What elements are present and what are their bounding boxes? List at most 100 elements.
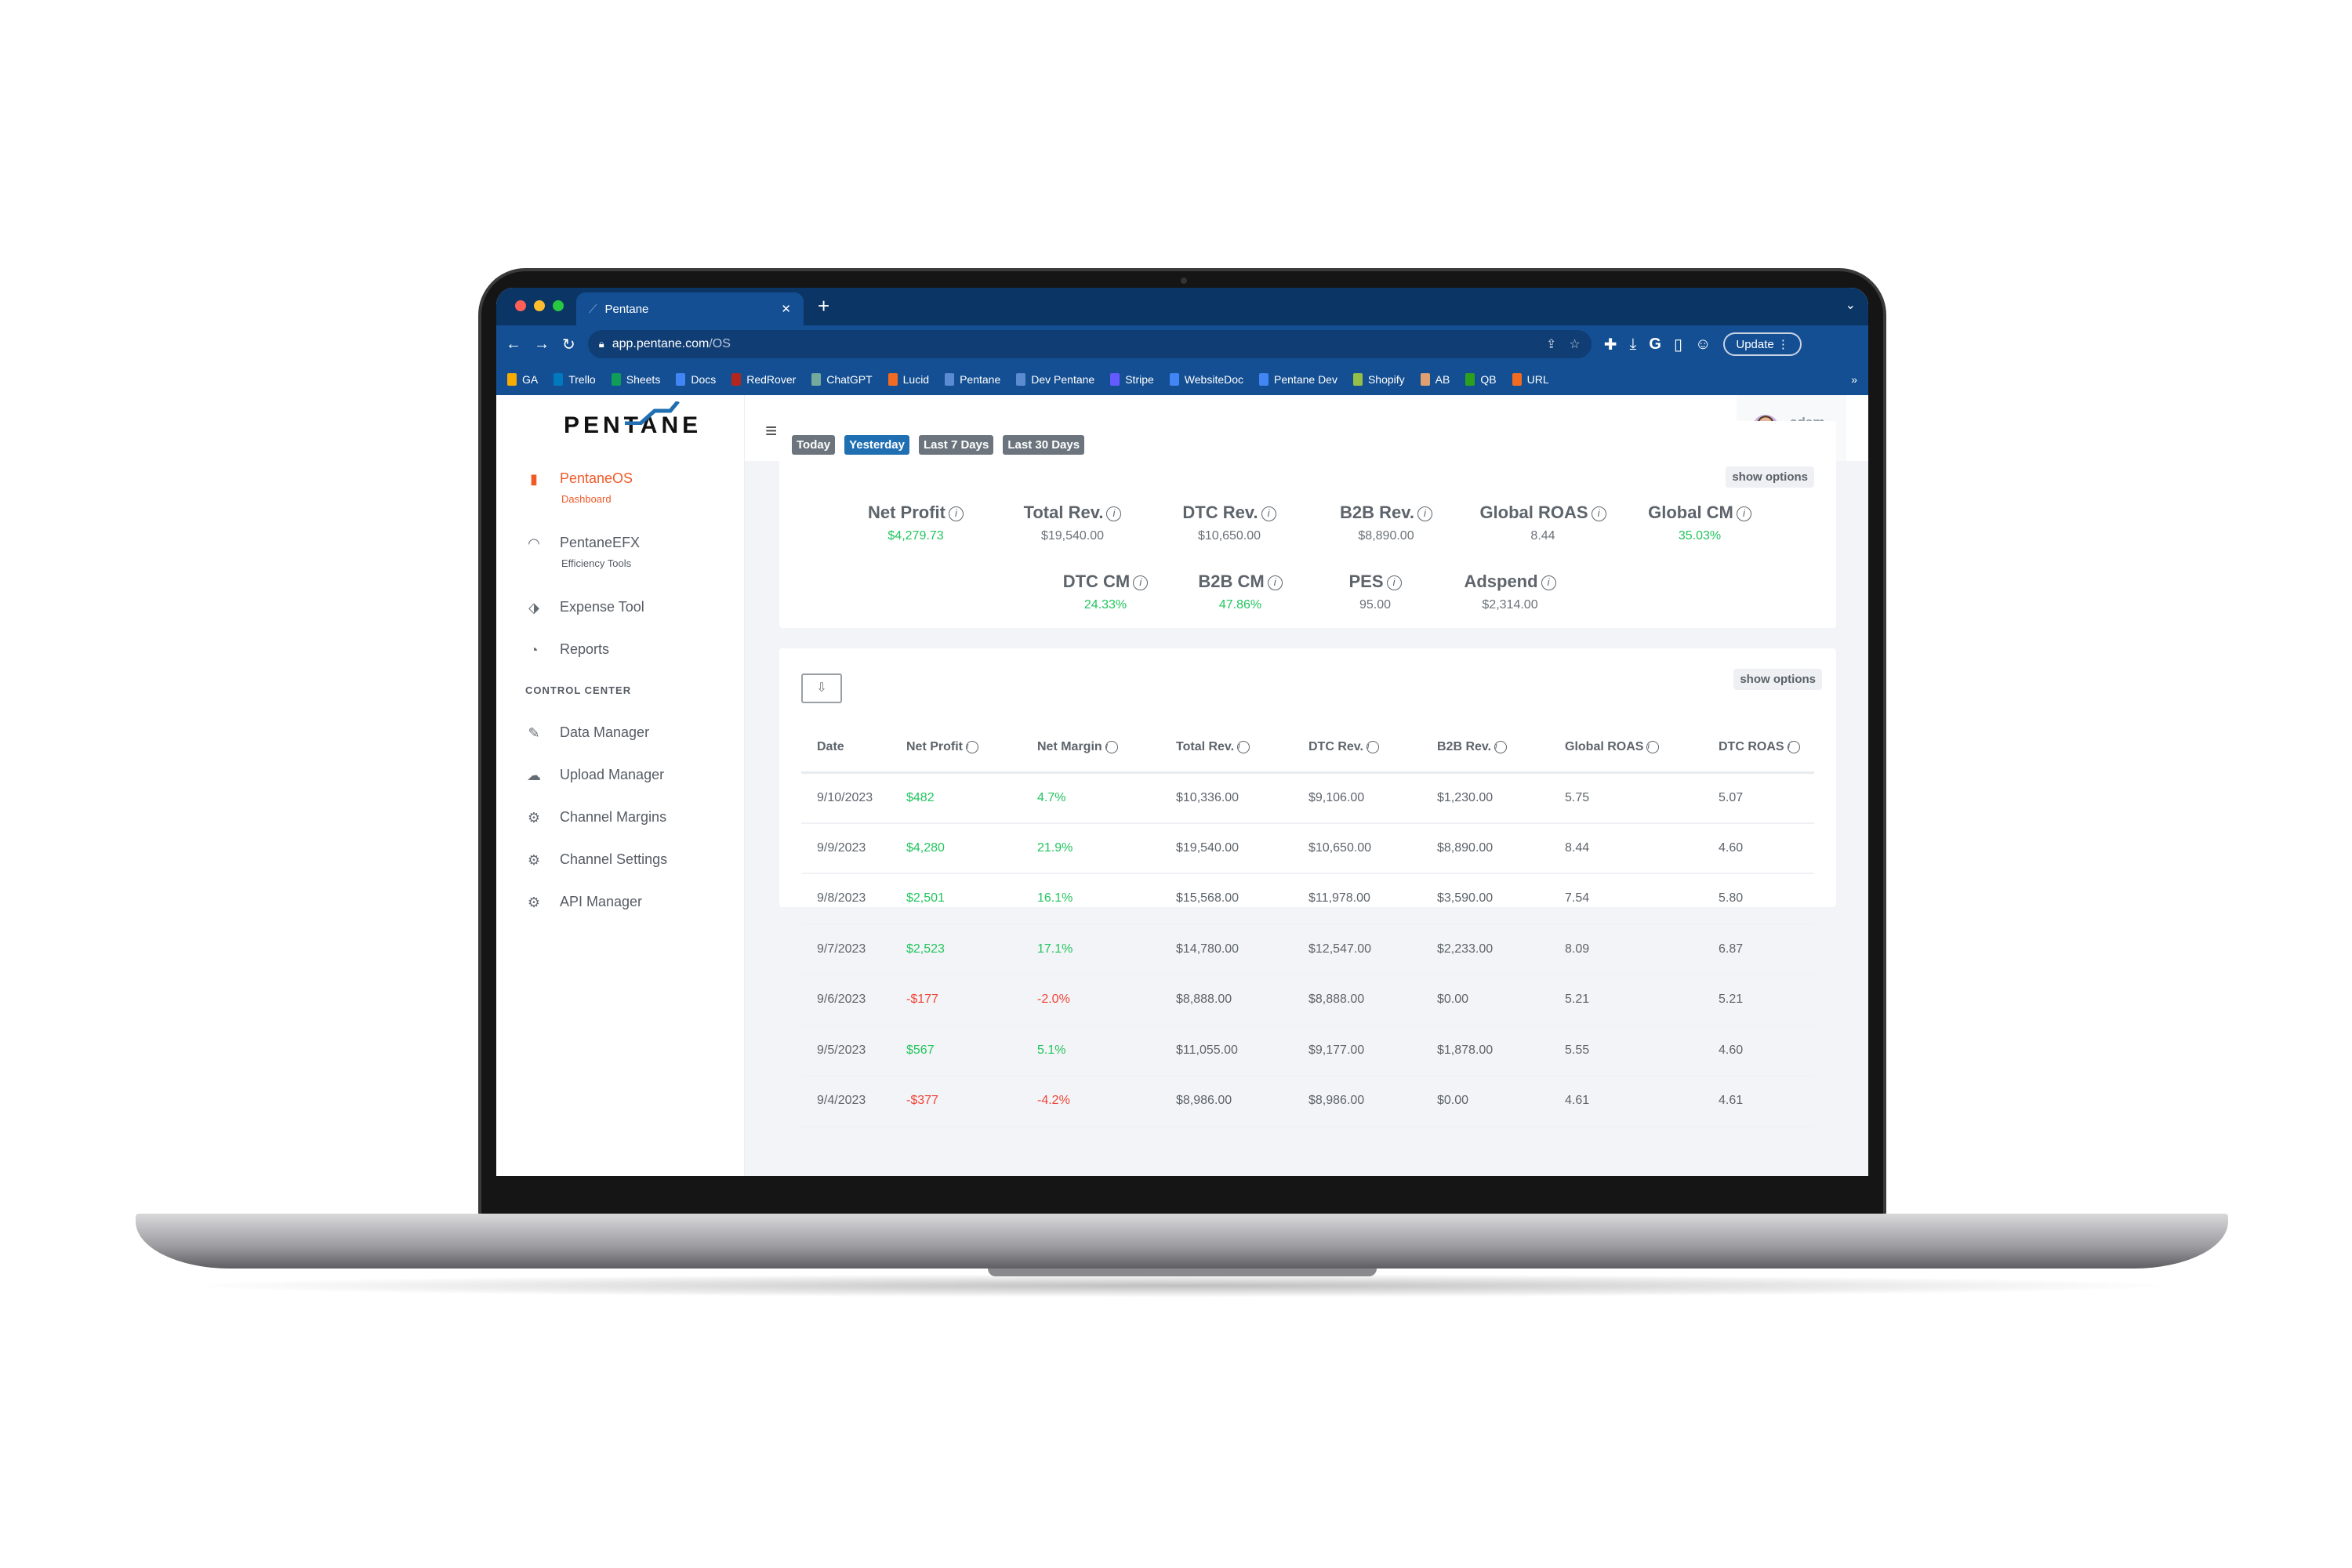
laptop-shadow — [172, 1274, 2191, 1298]
column-header-b2b-rev[interactable]: B2B Rev. i — [1421, 724, 1549, 774]
bookmarks-overflow-icon[interactable]: » — [1851, 372, 1857, 386]
bookmark-pentane-dev[interactable]: Pentane Dev — [1259, 372, 1338, 386]
update-button[interactable]: Update ⋮ — [1723, 332, 1802, 356]
bookmark-star-icon[interactable]: ☆ — [1569, 338, 1581, 351]
sidebar-item-pentaneos[interactable]: ▮ PentaneOS Dashboard — [496, 470, 744, 535]
info-icon[interactable]: i — [1787, 741, 1800, 754]
table-cell: 8.09 — [1549, 924, 1703, 975]
info-icon[interactable]: i — [1386, 575, 1402, 590]
reload-icon[interactable]: ↻ — [562, 336, 575, 354]
info-icon[interactable]: i — [1366, 741, 1379, 754]
browser-tab[interactable]: ⟋ Pentane ✕ — [576, 292, 804, 325]
tab-search-chevron-icon[interactable]: ⌄ — [1845, 299, 1856, 312]
kpi-value: 47.86% — [1218, 598, 1262, 612]
google-icon[interactable]: G — [1649, 335, 1661, 353]
sidepanel-icon[interactable]: ▯ — [1673, 336, 1682, 354]
bookmark-sheets[interactable]: Sheets — [611, 372, 661, 386]
date-filter-last-30-days[interactable]: Last 30 Days — [1003, 435, 1085, 455]
bookmark-redrover[interactable]: RedRover — [731, 372, 796, 386]
forward-icon[interactable]: → — [534, 335, 550, 353]
sidebar-item-api-manager[interactable]: ⚙ API Manager — [496, 894, 744, 936]
column-header-dtc-rev[interactable]: DTC Rev. i — [1293, 724, 1421, 774]
info-icon[interactable]: i — [1591, 506, 1606, 521]
kpi-value: 8.44 — [1530, 529, 1555, 543]
column-header-net-margin[interactable]: Net Margin i — [1022, 724, 1160, 774]
bookmark-qb[interactable]: QB — [1465, 372, 1497, 386]
info-icon[interactable]: i — [1261, 506, 1276, 521]
bookmark-pentane[interactable]: Pentane — [945, 372, 1000, 386]
download-cloud-button[interactable]: ⇩ — [801, 673, 842, 703]
bookmark-ab[interactable]: AB — [1420, 372, 1450, 386]
date-filter-last-7-days[interactable]: Last 7 Days — [918, 435, 994, 455]
sidebar-item-pentaneefx[interactable]: ◠ PentaneEFX Efficiency Tools — [496, 535, 744, 599]
column-header-total-rev[interactable]: Total Rev. i — [1160, 724, 1293, 774]
bookmark-lucid[interactable]: Lucid — [887, 372, 929, 386]
sidebar-item-channel-margins[interactable]: ⚙ Channel Margins — [496, 809, 744, 851]
bookmark-label: Sheets — [626, 372, 661, 386]
sidebar-item-upload-manager[interactable]: ☁ Upload Manager — [496, 767, 744, 809]
table-cell: $11,055.00 — [1160, 1025, 1293, 1076]
close-window-button[interactable] — [515, 300, 526, 311]
info-icon[interactable]: i — [1237, 741, 1250, 754]
info-icon[interactable]: i — [1494, 741, 1508, 754]
table-cell: $9,177.00 — [1293, 1025, 1421, 1076]
profile-avatar-icon[interactable]: ☺ — [1694, 335, 1711, 353]
info-icon[interactable]: i — [949, 506, 964, 521]
address-bar[interactable]: 🔒︎ app.pentane.com/OS ⇪ ☆ — [587, 330, 1592, 358]
bookmark-shopify[interactable]: Shopify — [1352, 372, 1405, 386]
date-filter-today[interactable]: Today — [792, 435, 836, 455]
bookmark-stripe[interactable]: Stripe — [1110, 372, 1154, 386]
sidebar-item-data-manager[interactable]: ✎ Data Manager — [496, 724, 744, 767]
table-cell: 16.1% — [1022, 873, 1160, 925]
date-filter-yesterday[interactable]: Yesterday — [844, 435, 909, 455]
bookmark-trello[interactable]: Trello — [554, 372, 596, 386]
sidebar-item-expense-tool[interactable]: ⬗ Expense Tool — [496, 599, 744, 641]
bookmark-docs[interactable]: Docs — [676, 372, 716, 386]
sidebar-item-reports[interactable]: ◔ Reports — [496, 641, 744, 684]
kpi-label: B2B Rev. i — [1308, 503, 1465, 523]
maximize-window-button[interactable] — [553, 300, 564, 311]
bookmark-label: ChatGPT — [826, 372, 873, 386]
info-icon[interactable]: i — [1267, 575, 1283, 590]
bookmark-ga[interactable]: GA — [507, 372, 538, 386]
hamburger-menu-icon[interactable]: ≡ — [765, 419, 778, 442]
bookmark-url[interactable]: URL — [1512, 372, 1549, 386]
table-show-options-button[interactable]: show options — [1733, 669, 1822, 690]
info-icon[interactable]: i — [1417, 506, 1432, 521]
new-tab-button[interactable]: + — [818, 294, 830, 318]
table-cell: $2,523 — [891, 924, 1022, 975]
download-icon[interactable]: ⤓ — [1629, 335, 1637, 353]
column-header-net-profit[interactable]: Net Profit i — [891, 724, 1022, 774]
bookmark-dev-pentane[interactable]: Dev Pentane — [1016, 372, 1094, 386]
sidebar-item-channel-settings[interactable]: ⚙ Channel Settings — [496, 851, 744, 894]
info-icon[interactable]: i — [966, 741, 978, 754]
back-icon[interactable]: ← — [506, 335, 521, 353]
info-icon[interactable]: i — [1133, 575, 1149, 590]
kpi-label: Global ROAS i — [1465, 503, 1621, 523]
column-header-global-roas[interactable]: Global ROAS i — [1549, 724, 1703, 774]
kpi-show-options-button[interactable]: show options — [1726, 466, 1814, 488]
info-icon[interactable]: i — [1105, 741, 1118, 754]
share-icon[interactable]: ⇪ — [1546, 338, 1557, 351]
close-tab-icon[interactable]: ✕ — [781, 303, 791, 316]
bookmark-websitedoc[interactable]: WebsiteDoc — [1169, 372, 1243, 386]
kpi-b2b-rev: B2B Rev. i $8,890.00 — [1308, 503, 1465, 543]
websitedoc-favicon-icon — [1169, 372, 1179, 386]
info-icon[interactable]: i — [1106, 506, 1122, 521]
minimize-window-button[interactable] — [534, 300, 545, 311]
info-icon[interactable]: i — [1736, 506, 1751, 521]
info-icon[interactable]: i — [1541, 575, 1556, 590]
column-header-date[interactable]: Date — [801, 724, 891, 774]
kpi-label-text: DTC Rev. — [1182, 503, 1258, 522]
column-header-dtc-roas[interactable]: DTC ROAS i — [1703, 724, 1814, 774]
bookmark-label: URL — [1526, 372, 1549, 386]
browser-toolbar: ← → ↻ 🔒︎ app.pentane.com/OS ⇪ ☆ ✚ ⤓ G ▯ ☺… — [496, 325, 1868, 363]
info-icon[interactable]: i — [1646, 741, 1660, 754]
gear-icon: ⚙ — [527, 852, 541, 868]
table-cell: $8,888.00 — [1293, 975, 1421, 1026]
bookmark-chatgpt[interactable]: ChatGPT — [811, 372, 873, 386]
gauge-icon: ◠ — [528, 535, 540, 551]
kpi-label: Net Profit i — [837, 503, 994, 523]
extensions-icon[interactable]: ✚ — [1603, 336, 1617, 354]
